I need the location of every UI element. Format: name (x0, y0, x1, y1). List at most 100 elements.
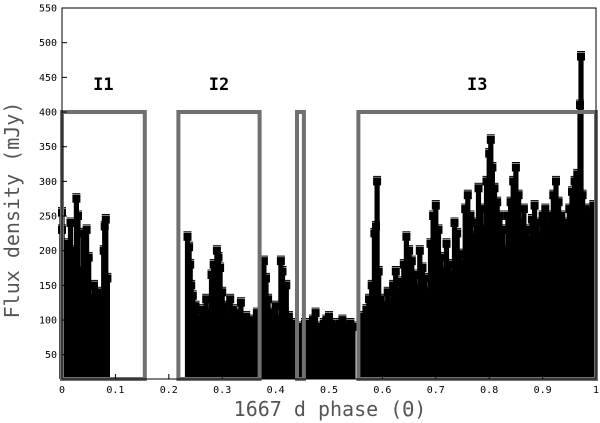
x-tick-label-0: 0 (59, 385, 65, 396)
flux-bar-128 (438, 257, 444, 379)
x-tick-label-1: 0.1 (106, 385, 124, 396)
data-point-30 (183, 232, 192, 241)
data-point-160 (519, 205, 528, 214)
data-point-170 (546, 212, 555, 220)
data-point-32 (186, 260, 195, 269)
flux-bar-79 (307, 330, 313, 379)
x-axis-title: 1667 d phase (Θ) (234, 397, 427, 421)
data-point-10 (72, 194, 81, 203)
data-point-46 (218, 288, 227, 297)
flux-bar-29 (104, 278, 110, 379)
data-point-165 (533, 219, 542, 227)
data-point-103 (373, 177, 382, 186)
data-point-80 (309, 316, 317, 325)
flux-bar-163 (529, 219, 535, 379)
data-point-138 (463, 191, 472, 200)
data-point-136 (458, 260, 467, 269)
flux-bar-38 (200, 316, 207, 379)
data-point-112 (394, 288, 403, 297)
data-point-87 (327, 319, 336, 328)
flux-bar-86 (326, 316, 332, 379)
data-point-7 (66, 219, 75, 227)
data-point-41 (207, 271, 216, 279)
data-point-13 (77, 309, 86, 318)
flux-bar-37 (198, 309, 204, 379)
flux-bar-184 (582, 209, 588, 379)
data-point-55 (242, 312, 251, 321)
data-point-155 (506, 198, 515, 207)
flux-bar-132 (449, 275, 455, 379)
data-point-171 (549, 191, 558, 200)
data-point-48 (223, 312, 232, 321)
data-point-44 (214, 253, 223, 262)
flux-bar-100 (369, 285, 375, 379)
flux-bar-156 (510, 181, 516, 379)
data-point-126 (431, 201, 440, 210)
data-point-154 (503, 212, 512, 220)
data-point-151 (495, 212, 504, 220)
data-point-140 (469, 232, 478, 241)
flux-bar-160 (521, 209, 527, 379)
flux-bar-113 (398, 281, 404, 379)
data-point-135 (455, 250, 464, 259)
interval-label-i3: I3 (467, 75, 487, 95)
data-point-9 (70, 246, 79, 255)
y-tick-label-1: 100 (39, 316, 57, 327)
data-point-173 (554, 198, 563, 207)
data-point-23 (95, 323, 104, 331)
flux-bar-177 (566, 209, 572, 379)
y-axis-title: Flux density (mJy) (0, 102, 24, 319)
flux-bar-92 (342, 327, 348, 379)
flux-bar-159 (518, 223, 524, 379)
data-point-39 (202, 295, 211, 304)
flux-bar-138 (465, 195, 471, 379)
flux-bar-97 (361, 316, 367, 379)
data-point-12 (75, 267, 84, 276)
data-point-119 (413, 284, 422, 293)
x-tick-label-9: 0.9 (534, 385, 552, 396)
data-point-8 (68, 288, 77, 297)
data-point-50 (228, 305, 237, 314)
flux-bar-83 (318, 327, 324, 379)
data-point-63 (264, 295, 273, 304)
x-tick-label-5: 0.5 (320, 385, 338, 396)
flux-bar-111 (393, 271, 399, 379)
data-point-186 (586, 212, 595, 220)
data-point-175 (560, 225, 568, 234)
x-axis-ticks: 0 0.1 0.2 0.3 0.4 0.5 0.6 0.7 0.8 0.9 1 (59, 374, 599, 396)
flux-bar-95 (350, 327, 356, 379)
flux-bar-180 (574, 174, 580, 379)
data-point-179 (570, 177, 579, 186)
data-point-172 (552, 177, 560, 186)
data-point-69 (278, 267, 287, 276)
flux-bar-49 (227, 299, 233, 379)
flux-bar-35 (192, 306, 199, 379)
data-point-62 (262, 274, 270, 283)
y-tick-label-6: 350 (39, 142, 57, 153)
flux-bar-179 (572, 181, 578, 379)
flux-bar-152 (499, 229, 506, 379)
data-point-40 (204, 309, 213, 318)
data-point-187 (589, 201, 598, 210)
flux-bar-34 (190, 295, 196, 379)
data-point-96 (357, 319, 365, 328)
data-point-53 (236, 298, 245, 307)
data-point-149 (490, 184, 499, 193)
data-point-148 (488, 163, 497, 172)
data-point-153 (501, 246, 510, 255)
y-tick-label-10: 550 (39, 4, 57, 15)
x-tick-label-4: 0.4 (267, 385, 285, 396)
data-point-141 (471, 219, 480, 227)
data-point-159 (517, 219, 526, 227)
data-point-157 (511, 163, 520, 172)
data-point-15 (81, 274, 89, 283)
data-point-134 (453, 229, 462, 238)
data-point-66 (271, 302, 280, 311)
flux-bar-118 (411, 275, 417, 379)
flux-bar-109 (387, 302, 393, 379)
data-point-34 (188, 291, 197, 300)
data-point-82 (314, 329, 323, 338)
flux-bar-59 (254, 313, 260, 379)
flux-bar-115 (403, 236, 409, 379)
data-point-102 (372, 222, 380, 231)
